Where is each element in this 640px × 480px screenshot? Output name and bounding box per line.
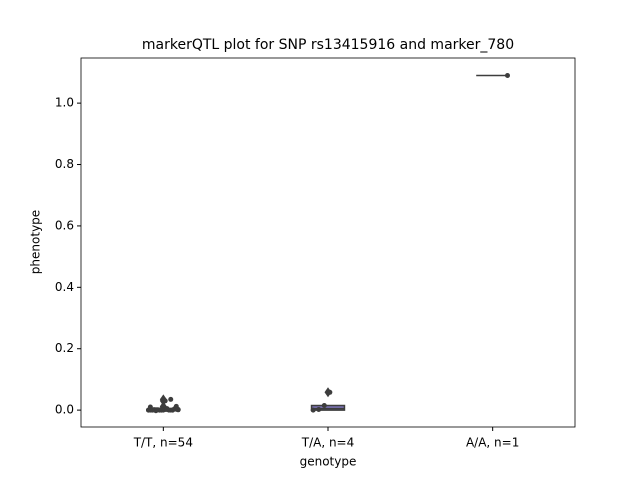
strip-point (504, 72, 510, 78)
x-axis-label: genotype (300, 455, 357, 469)
strip-point (162, 398, 168, 404)
x-tick-label: A/A, n=1 (466, 436, 519, 450)
strip-point (149, 407, 155, 413)
chart-title: markerQTL plot for SNP rs13415916 and ma… (142, 37, 514, 53)
box (310, 404, 346, 411)
strip-point (316, 407, 322, 413)
y-tick-label: 0.2 (55, 341, 74, 355)
strip-point (168, 396, 174, 402)
y-tick-label: 0.4 (55, 280, 74, 294)
y-axis-label: phenotype (29, 210, 43, 274)
x-tick-label: T/A, n=4 (301, 436, 355, 450)
strip-point (164, 407, 170, 413)
strip-point (170, 407, 176, 413)
strip-point (327, 389, 333, 395)
y-tick-label: 0.8 (55, 157, 74, 171)
x-tick-label: T/T, n=54 (133, 436, 193, 450)
y-tick-label: 1.0 (55, 96, 74, 110)
y-tick-label: 0.0 (55, 403, 74, 417)
strip-point (321, 403, 327, 409)
axes-frame (80, 57, 576, 428)
y-tick-label: 0.6 (55, 218, 74, 232)
strip-point (158, 407, 164, 413)
strip-point (175, 407, 181, 413)
strip-point (310, 407, 316, 413)
strip-point (153, 408, 159, 414)
